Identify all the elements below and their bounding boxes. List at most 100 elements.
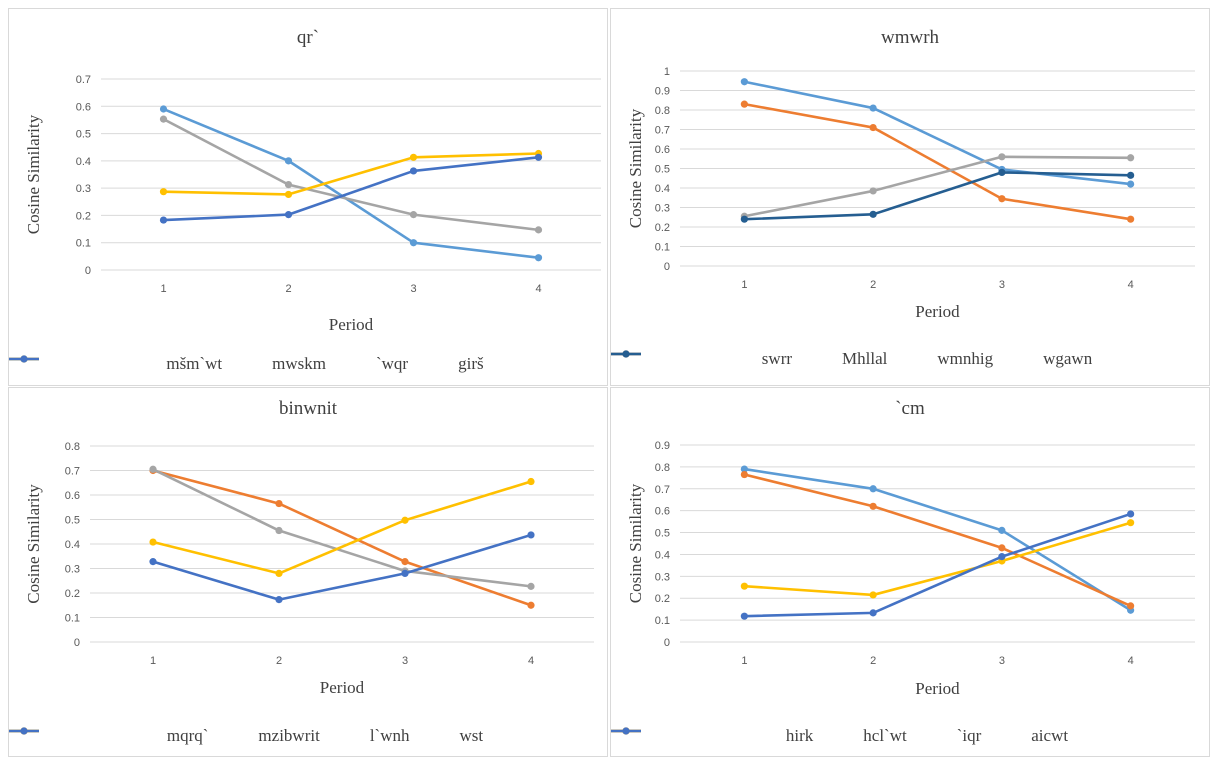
- series-l-wnh: [149, 477, 535, 577]
- series-line: [162, 117, 540, 232]
- y-tick-label: 0.7: [655, 484, 670, 496]
- legend-label: aicwt: [1031, 726, 1069, 745]
- series-iqr: [740, 519, 1135, 599]
- data-point: [869, 502, 877, 510]
- legend-item: wst: [9, 726, 484, 746]
- legend-label: mšm`wt: [166, 354, 223, 373]
- legend-label: mqrq`: [166, 726, 209, 745]
- legend-label: `iqr: [956, 726, 982, 745]
- legend-marker-icon: [611, 350, 758, 364]
- legend-item: `iqr: [611, 726, 982, 746]
- data-point: [409, 153, 418, 161]
- legend-marker-icon: [611, 350, 933, 364]
- y-tick-label: 0.5: [655, 164, 670, 176]
- x-axis-title: Period: [329, 315, 374, 334]
- data-point: [149, 558, 157, 566]
- legend-label: hirk: [785, 726, 814, 745]
- y-tick-label: 0.5: [65, 515, 80, 527]
- data-point: [409, 239, 418, 247]
- data-point: [740, 100, 748, 108]
- legend-marker-icon: [9, 355, 372, 369]
- series-mzibwrit: [149, 465, 535, 590]
- x-tick-label: 2: [870, 279, 876, 291]
- data-point: [149, 465, 157, 473]
- data-point: [740, 582, 748, 590]
- data-point: [284, 157, 293, 165]
- legend-label: l`wnh: [369, 726, 410, 745]
- data-point: [869, 591, 877, 599]
- x-tick-label: 3: [999, 655, 1005, 667]
- y-axis-title: Cosine Similarity: [626, 108, 645, 228]
- line-chart: 0 0.1 0.2 0.3 0.4 0.5 0.6 0.7 1 2 3 4 Period Cosine S…: [24, 74, 601, 334]
- legend-item: l`wnh: [9, 726, 410, 746]
- y-tick-label: 0.7: [65, 466, 80, 478]
- series-m-m-wt: [159, 105, 543, 262]
- chart-title: qr`: [296, 27, 320, 48]
- legend-item: mzibwrit: [9, 726, 320, 746]
- chart-title: wmwrh: [880, 27, 940, 48]
- y-tick-label: 0.2: [655, 593, 670, 605]
- y-tick-label: 0.7: [76, 74, 91, 86]
- legend-label: wmnhig: [937, 349, 994, 368]
- legend-item: wmnhig: [611, 349, 994, 369]
- series-hcl-wt: [740, 470, 1135, 610]
- series-line: [151, 533, 533, 601]
- chart-title: binwnit: [278, 398, 338, 419]
- series-line: [151, 469, 533, 607]
- data-point: [401, 558, 409, 566]
- data-point: [740, 465, 748, 473]
- line-chart: 0 0.1 0.2 0.3 0.4 0.5 0.6 0.7 0.8 0.9 1 2 3 4 Period Co…: [626, 440, 1195, 698]
- series-line: [162, 107, 540, 260]
- series-line: [743, 155, 1132, 218]
- y-tick-label: 0.4: [76, 156, 91, 168]
- data-point: [869, 104, 877, 112]
- legend-item: Mhllal: [611, 349, 888, 369]
- legend: mšm`wt mwskm `wqr girš: [9, 354, 607, 374]
- legend-label: Mhllal: [842, 349, 888, 368]
- legend-label: wst: [459, 726, 484, 745]
- chart-panel-4: `cm 0 0.1 0.2 0.3 0.4 0.5 0.6 0.7 0.8 0.9 1 2 3 4 Perio…: [610, 387, 1210, 757]
- legend-item: `wqr: [9, 354, 408, 374]
- legend-item: mšm`wt: [9, 354, 223, 374]
- y-tick-label: 0.2: [76, 210, 91, 222]
- y-tick-label: 0.3: [655, 203, 670, 215]
- y-tick-label: 0.8: [655, 105, 670, 117]
- series-line: [151, 480, 533, 575]
- series-line: [743, 80, 1132, 186]
- legend-item: hcl`wt: [611, 726, 907, 746]
- y-tick-label: 0.2: [65, 588, 80, 600]
- data-point: [275, 526, 283, 535]
- legend-marker-icon: [611, 350, 838, 364]
- legend-marker-icon: [9, 355, 454, 369]
- data-point: [740, 470, 748, 479]
- legend-marker-icon: [9, 355, 162, 369]
- x-axis-title: Period: [320, 678, 365, 697]
- y-tick-label: 0.6: [655, 144, 670, 156]
- y-tick-label: 0: [85, 265, 91, 277]
- data-point: [159, 115, 168, 123]
- chart-panel-2: wmwrh 0 0.1 0.2 0.3 0.4 0.5 0.6 0.7 0.8 0.9 1 1 2 3 4 Pe…: [610, 8, 1210, 386]
- data-point: [534, 153, 543, 161]
- y-tick-label: 0: [664, 637, 670, 649]
- data-point: [740, 612, 748, 620]
- x-tick-label: 3: [999, 279, 1005, 291]
- data-point: [534, 254, 543, 262]
- legend: swrr Mhllal wmnhig wgawn: [611, 349, 1209, 369]
- legend-label: girš: [458, 354, 484, 373]
- x-tick-label: 2: [285, 283, 291, 295]
- x-tick-label: 1: [741, 655, 747, 667]
- data-point: [149, 538, 157, 546]
- y-tick-label: 0.6: [655, 506, 670, 518]
- y-tick-label: 0.6: [65, 490, 80, 502]
- data-point: [869, 485, 877, 493]
- data-point: [527, 601, 535, 609]
- data-point: [998, 153, 1006, 161]
- series-gir: [159, 153, 543, 224]
- legend-marker-icon: [611, 727, 953, 741]
- data-point: [1127, 171, 1135, 179]
- data-point: [527, 477, 535, 486]
- data-point: [869, 187, 877, 195]
- series-line: [162, 152, 540, 196]
- series-wgawn: [740, 168, 1135, 223]
- series-line: [162, 156, 540, 222]
